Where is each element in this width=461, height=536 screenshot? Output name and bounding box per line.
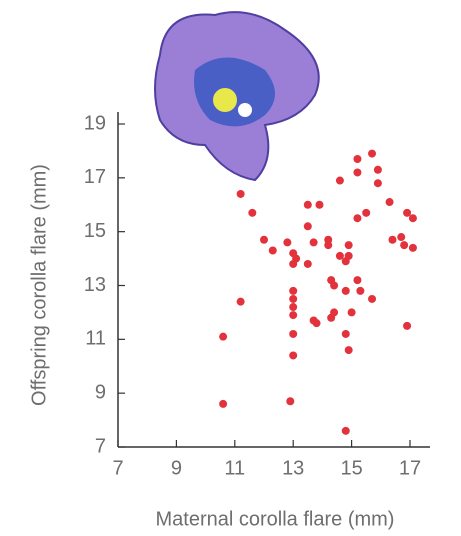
- point: [336, 177, 344, 185]
- point: [345, 241, 353, 249]
- point: [397, 233, 405, 241]
- point: [342, 287, 350, 295]
- point: [219, 333, 227, 341]
- point: [324, 236, 332, 244]
- point: [409, 214, 417, 222]
- point: [368, 295, 376, 303]
- point: [345, 252, 353, 260]
- point: [353, 168, 361, 176]
- point: [388, 236, 396, 244]
- point: [304, 222, 312, 230]
- y-tick-label: 19: [84, 112, 106, 134]
- point: [289, 311, 297, 319]
- x-tick-label: 11: [224, 457, 245, 479]
- point: [353, 276, 361, 284]
- point: [315, 201, 323, 209]
- y-axis-label: Offspring corolla flare (mm): [28, 164, 50, 406]
- x-tick-label: 15: [340, 457, 362, 479]
- point: [260, 236, 268, 244]
- point: [330, 282, 338, 290]
- point: [368, 150, 376, 158]
- point: [403, 322, 411, 330]
- point: [289, 295, 297, 303]
- point: [248, 209, 256, 217]
- x-tick-label: 7: [112, 457, 123, 479]
- point: [374, 166, 382, 174]
- point: [269, 247, 277, 255]
- y-tick-label: 17: [84, 166, 106, 188]
- point: [345, 346, 353, 354]
- y-tick-label: 11: [85, 328, 106, 350]
- point: [362, 209, 370, 217]
- x-tick-label: 9: [171, 457, 182, 479]
- point: [289, 287, 297, 295]
- y-tick-label: 15: [84, 220, 106, 242]
- point: [386, 198, 394, 206]
- point: [330, 308, 338, 316]
- x-tick-label: 13: [282, 457, 304, 479]
- point: [237, 298, 245, 306]
- point: [292, 255, 300, 263]
- point: [348, 308, 356, 316]
- point: [374, 179, 382, 187]
- point: [342, 330, 350, 338]
- point: [304, 260, 312, 268]
- point: [283, 238, 291, 246]
- point: [219, 400, 227, 408]
- chart: Maternal corolla flare (mm) Offspring co…: [0, 0, 461, 536]
- point: [237, 190, 245, 198]
- point: [304, 201, 312, 209]
- point: [289, 303, 297, 311]
- y-tick-label: 13: [84, 274, 106, 296]
- point: [342, 427, 350, 435]
- point: [310, 238, 318, 246]
- x-axis-label: Maternal corolla flare (mm): [156, 508, 395, 530]
- y-tick-label: 7: [95, 435, 106, 457]
- x-tick-label: 17: [399, 457, 421, 479]
- point: [286, 397, 294, 405]
- point: [400, 241, 408, 249]
- point: [356, 287, 364, 295]
- point: [313, 319, 321, 327]
- flower-illustration: [155, 12, 319, 180]
- point: [409, 244, 417, 252]
- point: [289, 351, 297, 359]
- point: [353, 155, 361, 163]
- y-tick-label: 9: [95, 381, 106, 403]
- point: [353, 214, 361, 222]
- point: [289, 330, 297, 338]
